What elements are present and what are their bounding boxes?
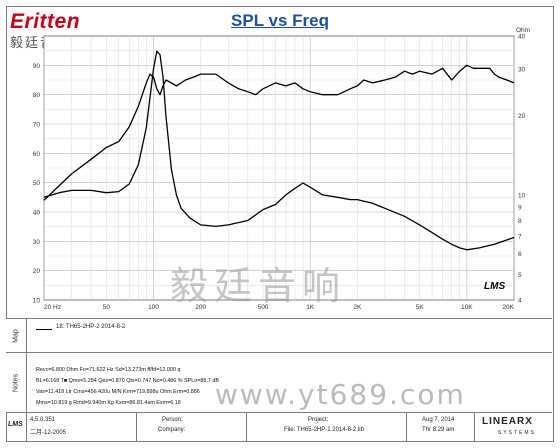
note-line: Revc=6.800 Ohm Fo=71.622 Hz Sd=13.273m f… (36, 367, 181, 373)
x-tick-label: 1K (306, 304, 315, 311)
footer-lms-logo: LMS (8, 421, 23, 428)
brand-logo: Eritten (10, 10, 81, 33)
legend-line-swatch (36, 329, 52, 330)
date-text: Aug 7, 2014 (422, 417, 455, 423)
spl-curve (43, 64, 515, 201)
y-left-tick-label: 70 (33, 122, 41, 129)
note-line: Mms=10.819 g Rmd=9.940m Kg Kxm=86.81.4am… (36, 400, 181, 406)
map-panel: Map 18: TH65-2HP-2 2014-8-2 (6, 318, 552, 353)
notes-panel: Notes Revc=6.800 Ohm Fo=71.622 Hz Sd=13.… (6, 352, 552, 413)
y-right-unit-label: Ohm (516, 27, 530, 34)
y-right-tick-label: 4 (518, 298, 522, 305)
y-right-tick-label: 5 (518, 272, 522, 279)
y-right-tick-label: 6 (518, 251, 522, 258)
vendor-sub: SYSTEMS (498, 430, 536, 436)
file-text: File: TH65-2HP-1 2014-8-2.lib (284, 427, 364, 433)
map-tab[interactable]: Map (6, 319, 27, 353)
y-left-tick-label: 80 (33, 92, 41, 99)
status-footer: LMS 4.5.0.351 二月-12-2005 Person: Company… (6, 412, 552, 441)
y-right-tick-label: 10 (518, 192, 526, 199)
watermark-url: www.yt689.com (215, 378, 466, 411)
project-label: Project: (308, 417, 329, 423)
x-tick-label: 20K (502, 304, 514, 311)
legend-entry: 18: TH65-2HP-2 2014-8-2 (56, 324, 126, 330)
note-line: Vas=11.418 Ltr Cms=456.420u M/N Krm=719.… (36, 389, 200, 395)
chart-title: SPL vs Freq (231, 11, 329, 30)
footer-project-cell: Project: File: TH65-2HP-1 2014-8-2.lib (246, 413, 407, 441)
impedance-curve (43, 50, 515, 251)
watermark-chinese: 毅廷音响 (170, 264, 347, 308)
y-right-tick-label: 9 (518, 205, 522, 212)
footer-person-cell: Person: Company: (136, 413, 247, 441)
y-left-tick-label: 60 (33, 151, 41, 158)
x-tick-label: 10K (461, 304, 473, 311)
x-tick-label: 2K (353, 304, 362, 311)
time-text: Thr 8:29 am (422, 427, 455, 433)
y-left-tick-label: 40 (33, 210, 41, 217)
y-left-tick-label: 50 (33, 180, 41, 187)
x-tick-label: 20 Hz (44, 304, 61, 311)
y-right-tick-label: 7 (518, 233, 522, 240)
y-right-tick-label: 8 (518, 218, 522, 225)
lms-badge: LMS (484, 281, 506, 292)
vendor-logo: LINEARX (482, 416, 533, 427)
footer-lms-cell: LMS (6, 413, 27, 441)
x-tick-label: 50 (103, 304, 111, 311)
person-label: Person: (162, 417, 183, 423)
x-tick-label: 200 (195, 304, 206, 311)
y-left-tick-label: 90 (33, 63, 41, 70)
y-left-tick-label: 10 (33, 298, 41, 305)
x-tick-label: 5K (416, 304, 425, 311)
version-date: 二月-12-2005 (30, 430, 67, 436)
x-tick-label: 100 (148, 304, 159, 311)
y-left-tick-label: 30 (33, 239, 41, 246)
footer-version-cell: 4.5.0.351 二月-12-2005 (26, 413, 137, 441)
notes-tab[interactable]: Notes (6, 353, 27, 413)
x-tick-label: 500 (258, 304, 269, 311)
version-text: 4.5.0.351 (30, 417, 56, 423)
footer-vendor-cell: LINEARX SYSTEMS (474, 413, 552, 441)
y-right-tick-label: 40 (518, 34, 526, 41)
y-right-tick-label: 30 (518, 66, 526, 73)
spl-impedance-chart: 90 80 70 60 50 40 30 20 10 40 30 20 10 9 8 7 6 5 4 Ohm 20 Hz… (33, 27, 530, 311)
note-line: BL=6.168 T■ Qms=5.284 Qes=0.870 Qts=0.74… (36, 378, 219, 384)
y-right-tick-label: 20 (518, 113, 526, 120)
footer-date-cell: Aug 7, 2014 Thr 8:29 am (406, 413, 475, 441)
y-left-tick-label: 20 (33, 268, 41, 275)
company-label: Company: (158, 427, 186, 433)
